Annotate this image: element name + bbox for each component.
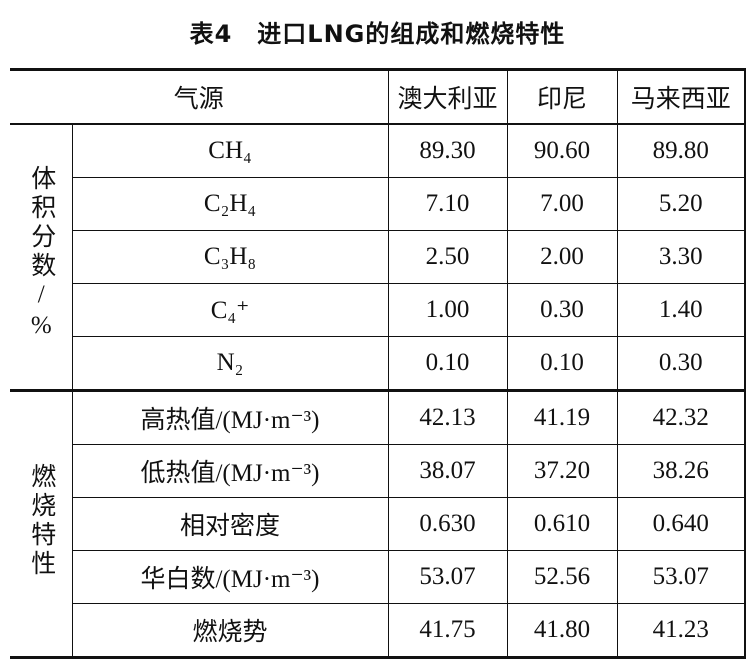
group-label: 燃烧特性 — [27, 462, 55, 579]
group-cell: 燃烧特性 — [10, 389, 73, 658]
value-cell: 52.56 — [506, 550, 618, 604]
value-cell: 0.30 — [616, 336, 746, 391]
row-label: C₃H₈ — [71, 230, 389, 284]
value-cell: 0.610 — [506, 497, 618, 551]
data-row: N₂ 0.10 0.10 0.30 — [10, 336, 746, 391]
value-cell: 38.26 — [616, 444, 746, 498]
value-cell: 5.20 — [616, 177, 746, 231]
value-cell: 0.630 — [387, 497, 508, 551]
data-row: 燃烧特性 高热值/(MJ·m⁻³) 42.13 41.19 42.32 — [10, 389, 746, 658]
data-row: C₃H₈ 2.50 2.00 3.30 — [10, 230, 746, 284]
row-label: 低热值/(MJ·m⁻³) — [71, 444, 389, 498]
value-cell: 53.07 — [387, 550, 508, 604]
row-label: 高热值/(MJ·m⁻³) — [71, 389, 389, 445]
data-table: 气源 澳大利亚 印尼 马来西亚 体积分数/% CH₄ 89.30 90.60 89.80 C₂H₄… — [10, 68, 747, 659]
data-row: C₂H₄ 7.10 7.00 5.20 — [10, 177, 746, 231]
value-cell: 89.80 — [616, 123, 746, 178]
value-cell: 0.10 — [387, 336, 508, 391]
value-cell: 90.60 — [506, 123, 618, 178]
header-source: 马来西亚 — [616, 69, 746, 125]
value-cell: 37.20 — [506, 444, 618, 498]
data-row: 华白数/(MJ·m⁻³) 53.07 52.56 53.07 — [10, 550, 746, 604]
header-source: 澳大利亚 — [387, 69, 508, 125]
group-cell: 体积分数/% — [10, 123, 73, 391]
group-label: 体积分数/% — [27, 164, 55, 343]
value-cell: 0.10 — [506, 336, 618, 391]
data-row: 低热值/(MJ·m⁻³) 38.07 37.20 38.26 — [10, 444, 746, 498]
value-cell: 53.07 — [616, 550, 746, 604]
header-label: 气源 — [10, 69, 389, 125]
value-cell: 1.00 — [387, 283, 508, 337]
value-cell: 41.19 — [506, 389, 618, 445]
value-cell: 41.80 — [506, 603, 618, 658]
row-label: C₂H₄ — [71, 177, 389, 231]
value-cell: 42.13 — [387, 389, 508, 445]
row-label: 燃烧势 — [71, 603, 389, 658]
header-source: 印尼 — [506, 69, 618, 125]
row-label: CH₄ — [71, 123, 389, 178]
value-cell: 0.640 — [616, 497, 746, 551]
data-row: 体积分数/% CH₄ 89.30 90.60 89.80 — [10, 123, 746, 391]
value-cell: 38.07 — [387, 444, 508, 498]
data-row: C₄⁺ 1.00 0.30 1.40 — [10, 283, 746, 337]
row-label: 相对密度 — [71, 497, 389, 551]
value-cell: 7.10 — [387, 177, 508, 231]
table-title: 表4 进口LNG的组成和燃烧特性 — [189, 20, 566, 48]
value-cell: 0.30 — [506, 283, 618, 337]
value-cell: 41.75 — [387, 603, 508, 658]
row-label: C₄⁺ — [71, 283, 389, 337]
row-label: N₂ — [71, 336, 389, 391]
value-cell: 2.00 — [506, 230, 618, 284]
data-row: 相对密度 0.630 0.610 0.640 — [10, 497, 746, 551]
value-cell: 2.50 — [387, 230, 508, 284]
value-cell: 41.23 — [616, 603, 746, 658]
value-cell: 89.30 — [387, 123, 508, 178]
value-cell: 7.00 — [506, 177, 618, 231]
value-cell: 42.32 — [616, 389, 746, 445]
header-row: 气源 澳大利亚 印尼 马来西亚 — [10, 69, 746, 125]
data-row: 燃烧势 41.75 41.80 41.23 — [10, 603, 746, 658]
table-body: 气源 澳大利亚 印尼 马来西亚 体积分数/% CH₄ 89.30 90.60 89.80 C₂H₄… — [10, 69, 746, 658]
value-cell: 3.30 — [616, 230, 746, 284]
row-label: 华白数/(MJ·m⁻³) — [71, 550, 389, 604]
value-cell: 1.40 — [616, 283, 746, 337]
